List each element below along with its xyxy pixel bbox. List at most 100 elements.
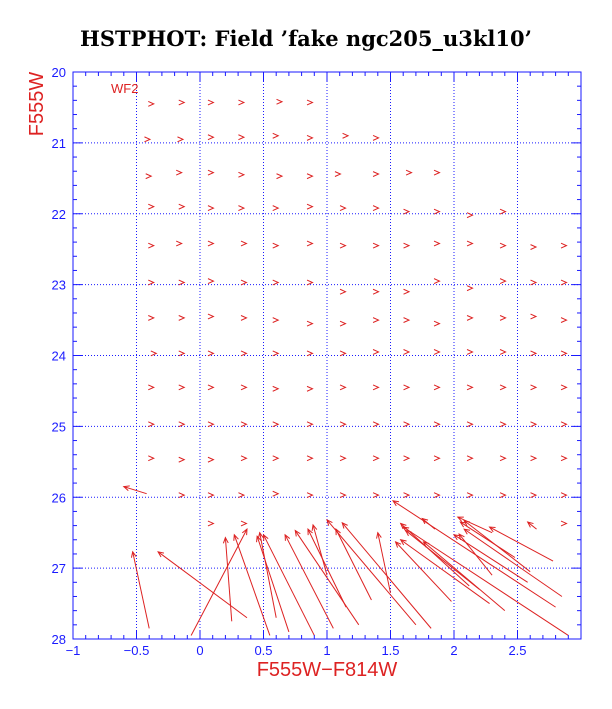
arrow-vector xyxy=(530,244,538,250)
arrow-vector xyxy=(306,320,314,327)
x-tick-label: 1.5 xyxy=(381,643,399,658)
arrow-vector xyxy=(560,350,568,357)
x-tick-label: 0.5 xyxy=(254,643,272,658)
arrow-vector xyxy=(272,132,280,139)
arrow-vector xyxy=(466,212,474,219)
arrow-vector xyxy=(560,384,568,391)
arrow-vector xyxy=(306,455,314,462)
arrow-vector xyxy=(394,541,452,602)
grid-lines xyxy=(73,72,581,639)
arrow-vector xyxy=(422,541,506,612)
arrow-vector xyxy=(372,384,380,391)
arrow-vector xyxy=(240,315,248,321)
arrow-vector xyxy=(272,317,280,323)
arrow-vector xyxy=(178,315,186,321)
arrow-vector xyxy=(306,173,314,180)
arrow-vector xyxy=(466,315,474,321)
arrow-vector xyxy=(272,490,280,497)
arrow-vector xyxy=(306,99,314,106)
arrow-vector xyxy=(339,320,347,327)
arrow-vector xyxy=(150,350,158,357)
arrow-vector xyxy=(339,205,347,211)
y-tick-label: 24 xyxy=(52,349,66,364)
arrow-vector xyxy=(207,134,215,141)
arrow-vector xyxy=(178,350,186,357)
arrow-vector xyxy=(499,384,507,391)
arrow-vector xyxy=(148,421,155,428)
plot-frame xyxy=(72,71,582,640)
arrow-vector xyxy=(433,240,441,247)
arrow-vector xyxy=(403,455,411,462)
arrow-vector xyxy=(404,529,480,590)
arrow-vector xyxy=(207,492,215,499)
arrow-vector xyxy=(499,208,507,215)
arrow-vector xyxy=(372,288,380,295)
arrow-vector xyxy=(499,278,507,284)
arrow-vector xyxy=(238,171,246,178)
arrow-vector xyxy=(238,205,246,211)
arrow-vector xyxy=(175,240,183,247)
arrow-vector xyxy=(372,421,380,428)
y-tick-label: 23 xyxy=(52,278,66,293)
arrow-vector xyxy=(466,240,474,247)
arrow-vector xyxy=(342,132,350,139)
arrow-vector xyxy=(148,279,155,286)
arrow-vector xyxy=(530,279,538,286)
arrow-vector xyxy=(144,136,152,143)
arrow-vector xyxy=(334,171,342,177)
arrow-vector xyxy=(560,492,568,499)
arrow-vector xyxy=(207,384,215,391)
arrow-vector xyxy=(466,455,474,462)
arrow-vector xyxy=(372,205,380,211)
x-tick-label: 2.5 xyxy=(508,643,526,658)
arrow-vector xyxy=(466,492,474,499)
arrow-vector xyxy=(130,550,150,629)
arrow-vector xyxy=(403,492,411,499)
arrow-vector xyxy=(403,349,411,355)
axis-labels: WF2 F555W−F814W F555W xyxy=(26,72,397,681)
arrow-vector xyxy=(433,169,441,176)
y-tick-label: 20 xyxy=(52,65,66,80)
arrow-vector xyxy=(207,278,215,284)
arrow-vector xyxy=(403,242,411,249)
y-tick-label: 28 xyxy=(52,632,66,647)
arrow-vector xyxy=(256,535,290,633)
arrow-vector xyxy=(452,534,528,583)
arrow-vector xyxy=(272,385,280,392)
arrow-vector xyxy=(530,455,538,462)
arrow-vector xyxy=(238,99,246,106)
arrow-vector xyxy=(306,492,314,499)
x-axis-label: F555W−F814W xyxy=(257,659,398,681)
arrow-vector xyxy=(530,421,538,428)
arrow-vector xyxy=(399,522,470,587)
arrow-vector xyxy=(339,242,347,249)
x-tick-label: 1 xyxy=(323,643,330,658)
arrow-vector xyxy=(311,523,328,576)
arrow-vector xyxy=(560,455,568,462)
arrow-vector xyxy=(306,279,314,286)
arrow-vector xyxy=(148,455,155,462)
arrow-vector xyxy=(276,173,284,180)
arrow-vector xyxy=(276,98,284,105)
arrow-vector xyxy=(403,421,411,428)
arrow-vector xyxy=(560,520,568,527)
arrow-vector xyxy=(148,315,155,321)
arrow-vector xyxy=(306,203,314,210)
arrow-vector xyxy=(284,533,334,629)
arrow-vector xyxy=(499,315,507,321)
arrow-vector xyxy=(372,135,380,141)
arrow-vector xyxy=(530,492,538,499)
arrow-vector xyxy=(403,208,411,215)
x-tick-label: −1 xyxy=(66,643,81,658)
arrow-vector xyxy=(530,384,538,391)
arrow-vector xyxy=(177,136,185,143)
arrow-vector xyxy=(499,421,507,428)
arrow-vector xyxy=(262,533,315,636)
axes: −1 −0.5 0 0.5 1 1.5 2 2.5 20 21 22 23 24 25 26 27 28 xyxy=(52,65,582,658)
arrow-vector xyxy=(399,539,490,604)
arrow-vector xyxy=(339,350,347,357)
arrow-vector xyxy=(339,421,347,428)
arrow-vector xyxy=(207,169,215,176)
arrow-vector xyxy=(222,536,233,622)
arrow-vector xyxy=(240,455,248,462)
